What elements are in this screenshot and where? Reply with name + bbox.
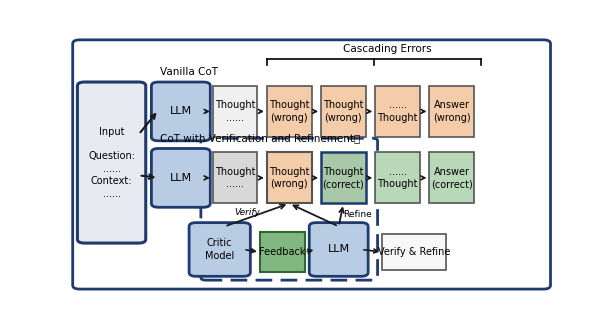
- Text: Answer
(correct): Answer (correct): [431, 167, 472, 189]
- Text: Cascading Errors: Cascading Errors: [343, 44, 431, 54]
- Text: LLM: LLM: [170, 173, 192, 183]
- FancyBboxPatch shape: [375, 152, 420, 204]
- Text: LLM: LLM: [328, 244, 350, 254]
- FancyBboxPatch shape: [151, 82, 210, 141]
- Text: Thought
(correct): Thought (correct): [322, 167, 364, 189]
- FancyBboxPatch shape: [151, 148, 210, 207]
- FancyBboxPatch shape: [213, 152, 257, 204]
- Text: Refine: Refine: [344, 210, 372, 219]
- Text: ......
Thought: ...... Thought: [378, 167, 418, 189]
- FancyBboxPatch shape: [213, 86, 257, 137]
- FancyBboxPatch shape: [73, 40, 550, 289]
- FancyBboxPatch shape: [77, 82, 146, 243]
- Text: Answer
(wrong): Answer (wrong): [433, 100, 471, 123]
- FancyBboxPatch shape: [267, 152, 311, 204]
- FancyBboxPatch shape: [382, 234, 446, 270]
- Text: Vanilla CoT: Vanilla CoT: [160, 67, 218, 77]
- Text: CoT with Verification and Refinement👍: CoT with Verification and Refinement👍: [160, 133, 360, 143]
- FancyBboxPatch shape: [321, 86, 366, 137]
- FancyBboxPatch shape: [309, 223, 368, 276]
- Text: Thought
(wrong): Thought (wrong): [323, 100, 364, 123]
- Text: Feedback: Feedback: [259, 247, 305, 257]
- Text: Thought
......: Thought ......: [215, 100, 255, 123]
- Text: LLM: LLM: [170, 107, 192, 117]
- FancyBboxPatch shape: [375, 86, 420, 137]
- Text: Critic
Model: Critic Model: [205, 238, 234, 261]
- FancyBboxPatch shape: [267, 86, 311, 137]
- FancyBboxPatch shape: [260, 232, 305, 273]
- FancyBboxPatch shape: [429, 86, 474, 137]
- FancyBboxPatch shape: [429, 152, 474, 204]
- Text: Verify & Refine: Verify & Refine: [378, 247, 451, 257]
- Text: Thought
......: Thought ......: [215, 167, 255, 189]
- Text: Thought
(wrong): Thought (wrong): [269, 100, 309, 123]
- FancyBboxPatch shape: [321, 152, 366, 204]
- FancyBboxPatch shape: [189, 223, 250, 276]
- Text: Verify: Verify: [235, 208, 260, 217]
- Text: Thought
(wrong): Thought (wrong): [269, 167, 309, 189]
- Text: Input

Question:
......
Context:
......: Input Question: ...... Context: ......: [88, 126, 135, 199]
- Text: ......
Thought: ...... Thought: [378, 100, 418, 123]
